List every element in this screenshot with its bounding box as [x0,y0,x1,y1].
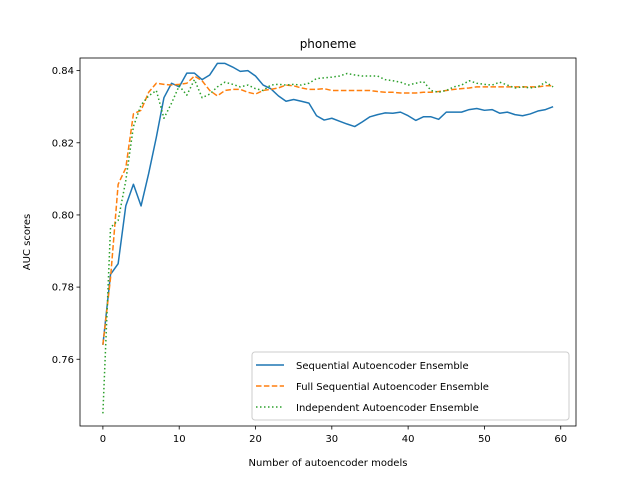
y-axis: 0.76 0.78 0.80 0.82 0.84 [52,66,80,366]
y-tick-label: 0.84 [52,66,74,77]
y-tick-label: 0.82 [52,138,74,149]
chart-title: phoneme [300,37,357,51]
x-tick-label: 30 [325,434,338,445]
plot-area [102,62,554,414]
series-line-full-sequential-autoencoder-ensemble [102,75,554,345]
y-tick-label: 0.80 [52,210,74,221]
legend-label-independent: Independent Autoencoder Ensemble [296,403,479,414]
legend-label-sequential: Sequential Autoencoder Ensemble [296,361,469,372]
x-tick-label: 10 [173,434,186,445]
x-axis-label: Number of autoencoder models [249,458,408,469]
x-tick-label: 50 [478,434,491,445]
y-axis-label: AUC scores [22,214,33,270]
y-tick-label: 0.78 [52,283,74,294]
x-tick-label: 40 [402,434,415,445]
legend-label-full-sequential: Full Sequential Autoencoder Ensemble [296,382,489,393]
x-axis: 0 10 20 30 40 50 60 [100,426,567,445]
series-line-sequential-autoencoder-ensemble [102,62,554,345]
legend-box [251,351,570,421]
x-tick-label: 60 [554,434,567,445]
legend: Sequential Autoencoder Ensemble Full Seq… [251,351,570,421]
x-tick-label: 0 [100,434,106,445]
x-tick-label: 20 [249,434,262,445]
y-tick-label: 0.76 [52,355,74,366]
series-line-independent-autoencoder-ensemble [102,72,554,414]
axes-frame [79,57,577,427]
